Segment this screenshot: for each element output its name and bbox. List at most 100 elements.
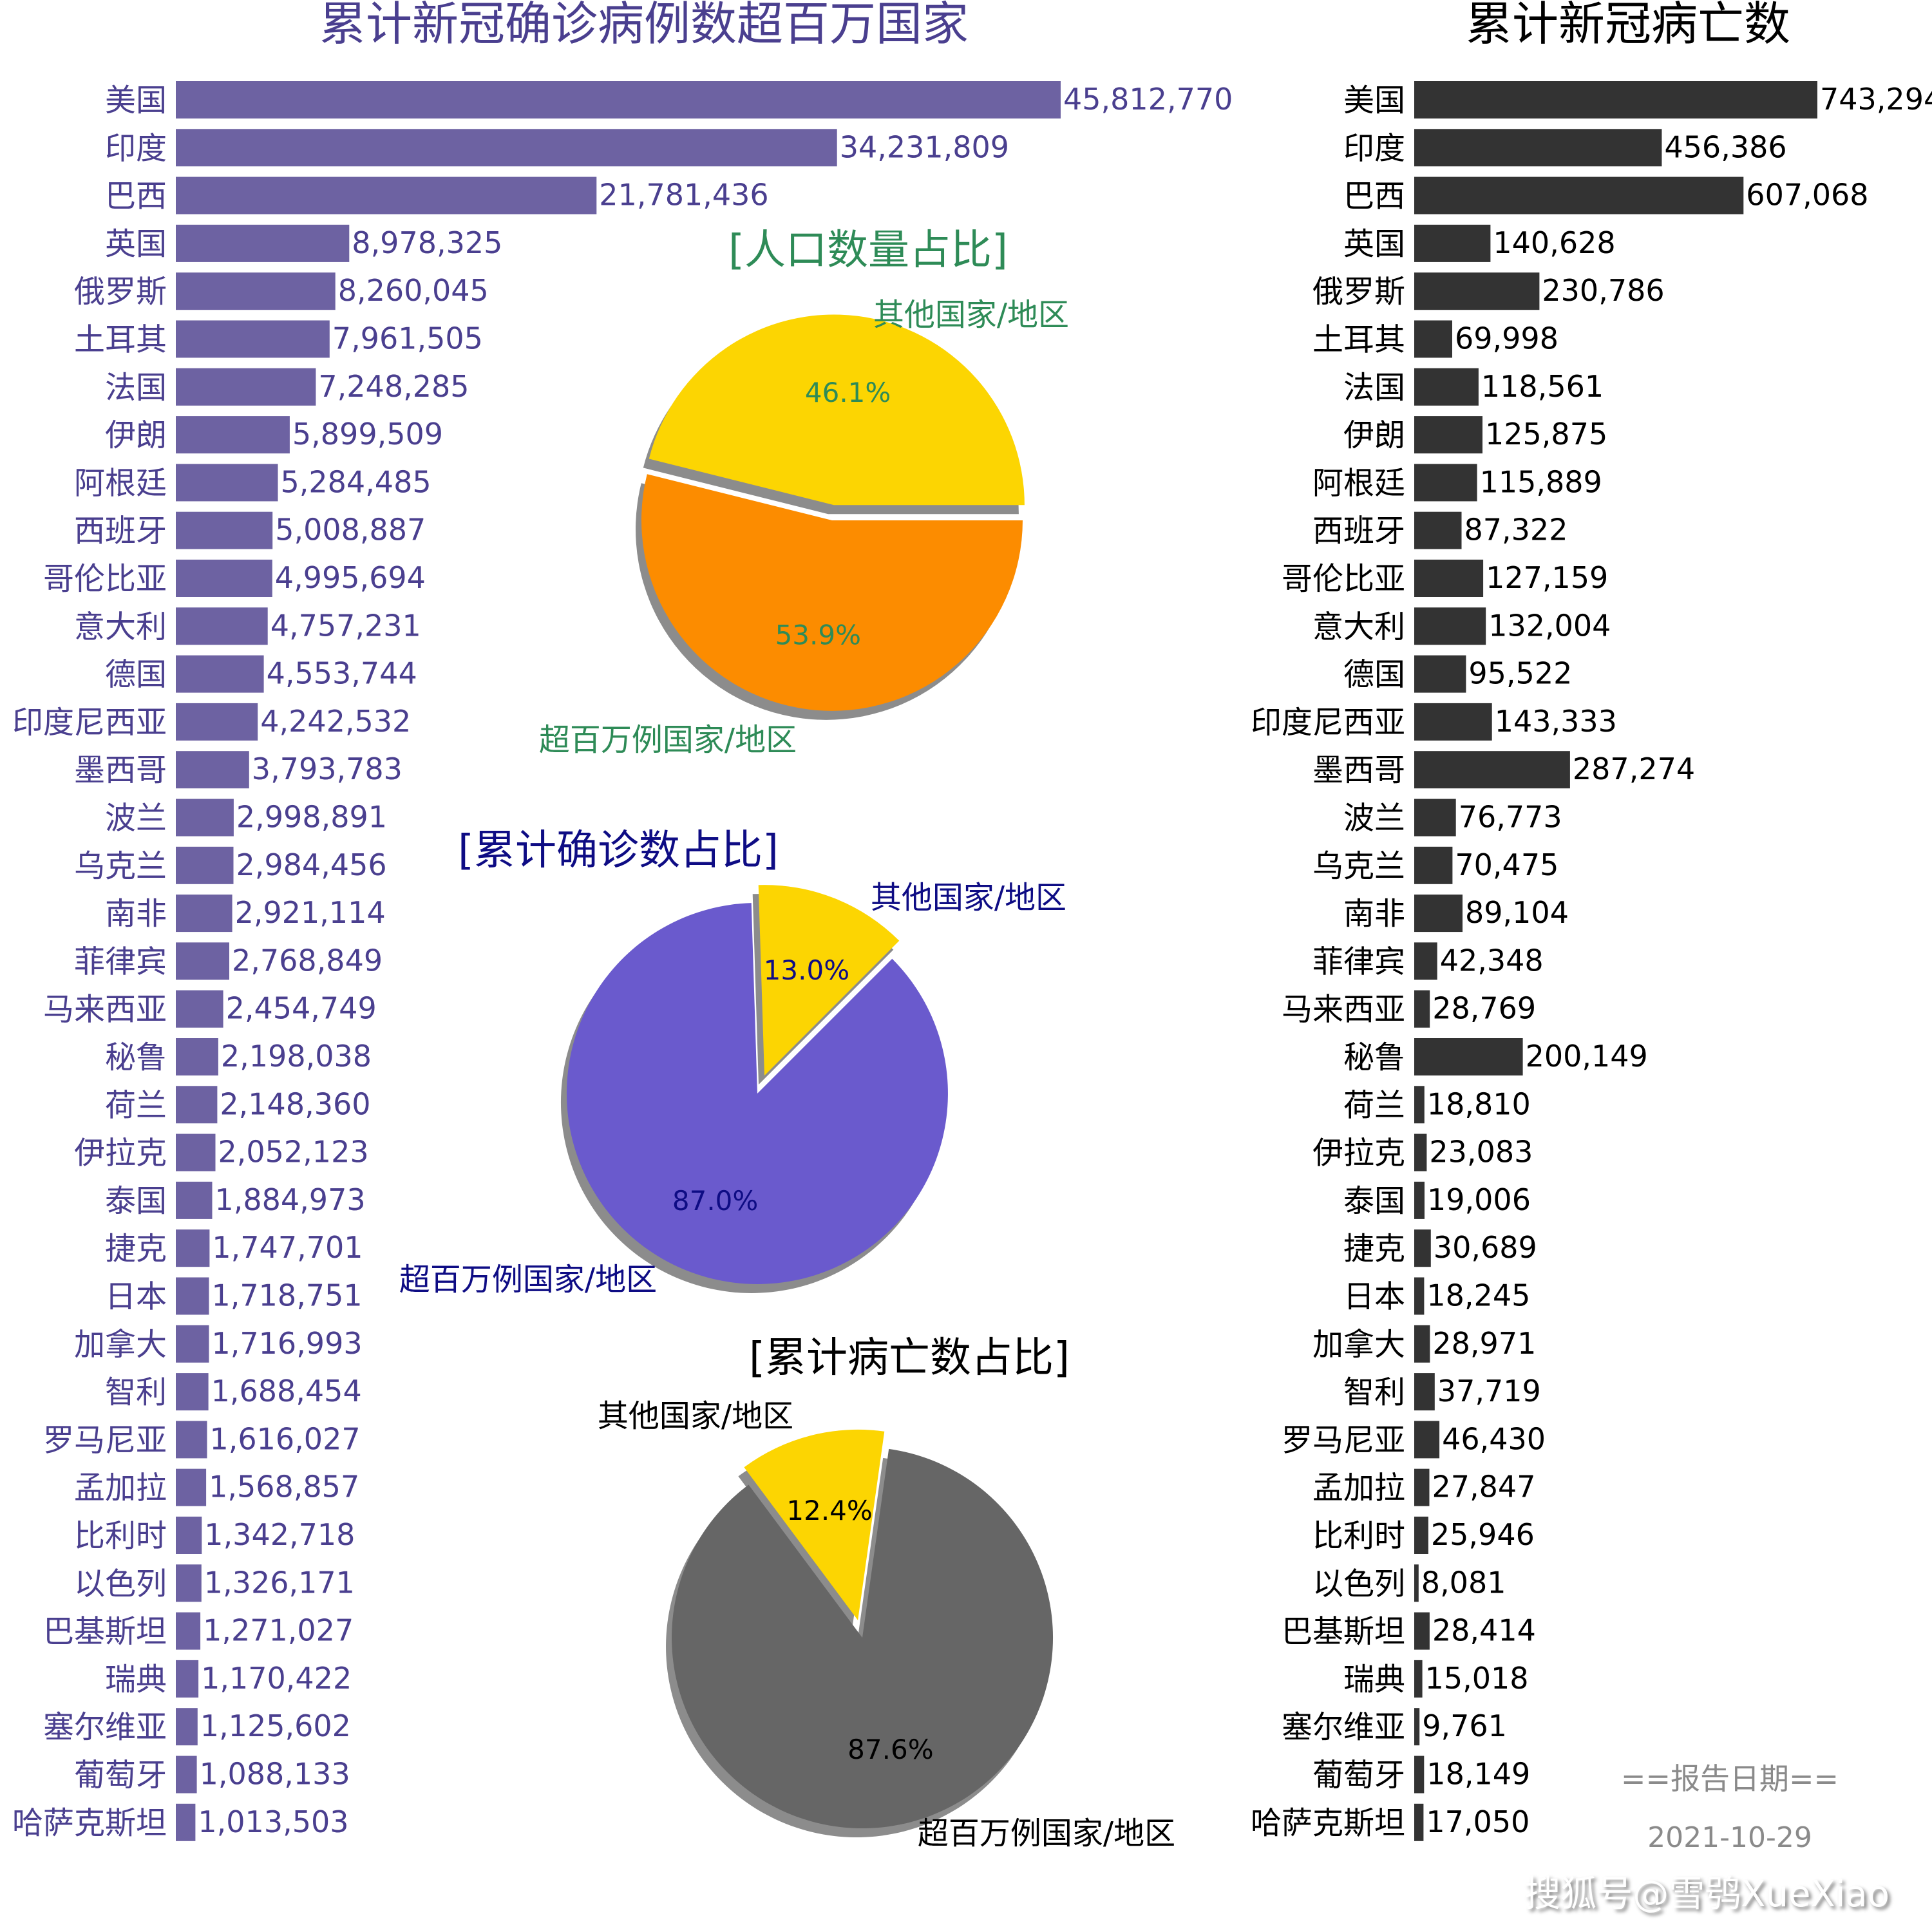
deaths-bar	[1414, 1612, 1430, 1650]
deaths-bar	[1414, 129, 1662, 167]
confirmed-bar	[176, 846, 234, 884]
deaths-category-label: 乌克兰	[1312, 848, 1405, 884]
confirmed-bar	[176, 942, 229, 980]
pie-slice-name-label: 其他国家/地区	[873, 297, 1069, 333]
confirmed-category-label: 波兰	[105, 800, 167, 837]
confirmed-value-label: 5,008,887	[275, 513, 426, 547]
deaths-category-label: 南非	[1343, 896, 1405, 932]
pie-slice-name-label: 超百万例国家/地区	[399, 1262, 657, 1298]
deaths-chart-title: 累计新冠病亡数	[1466, 0, 1790, 51]
confirmed-chart-title: 累计新冠确诊病例数超百万国家	[319, 0, 969, 51]
confirmed-category-label: 法国	[105, 370, 167, 406]
confirmed-value-label: 7,961,505	[332, 321, 483, 356]
confirmed-value-label: 4,242,532	[260, 704, 411, 739]
deaths-value-label: 127,159	[1486, 560, 1608, 595]
deaths-category-label: 日本	[1343, 1279, 1405, 1315]
confirmed-bar	[176, 655, 264, 693]
deaths-bar	[1414, 320, 1452, 358]
deaths-bar	[1414, 464, 1477, 502]
confirmed-value-label: 1,688,454	[211, 1374, 362, 1408]
deaths-category-label: 法国	[1343, 370, 1405, 406]
pie-slice-others	[649, 314, 1025, 506]
confirmed-value-label: 1,884,973	[215, 1182, 366, 1217]
deaths-category-label: 葡萄牙	[1312, 1757, 1405, 1794]
confirmed-category-label: 印度尼西亚	[12, 705, 167, 741]
deaths-bar	[1414, 176, 1744, 214]
deaths-value-label: 17,050	[1426, 1804, 1530, 1839]
deaths-bar	[1414, 1803, 1424, 1841]
confirmed-category-label: 泰国	[105, 1183, 167, 1219]
pie-slice-million-plus	[641, 474, 1023, 711]
deaths-value-label: 70,475	[1455, 848, 1558, 882]
deaths-value-label: 200,149	[1526, 1039, 1648, 1074]
pie-slice-name-label: 其他国家/地区	[871, 880, 1066, 916]
confirmed-value-label: 1,342,718	[204, 1517, 355, 1552]
confirmed-category-label: 加拿大	[74, 1327, 167, 1363]
confirmed-bar	[176, 1708, 198, 1746]
confirmed-category-label: 哥伦比亚	[43, 561, 167, 597]
deaths-bar	[1414, 655, 1466, 693]
confirmed-bar	[176, 129, 837, 167]
confirmed-value-label: 1,326,171	[204, 1565, 355, 1600]
confirmed-value-label: 5,284,485	[281, 464, 431, 499]
deaths-category-label: 意大利	[1312, 609, 1405, 645]
confirmed-value-label: 1,271,027	[203, 1613, 354, 1648]
deaths-value-label: 118,561	[1481, 369, 1604, 404]
confirmed-category-label: 阿根廷	[74, 465, 167, 501]
pie-title: [累计病亡数占比]	[749, 1334, 1070, 1382]
confirmed-value-label: 4,553,744	[267, 656, 417, 691]
confirmed-bar	[176, 1229, 210, 1267]
confirmed-value-label: 4,995,694	[275, 560, 426, 595]
confirmed-value-label: 2,998,891	[236, 800, 387, 835]
confirmed-bar-chart: 美国 45,812,770 印度 34,231,809 巴西 21,781,436 英国 8,…	[12, 81, 1233, 1841]
deaths-category-label: 阿根廷	[1312, 465, 1405, 501]
confirmed-bar	[176, 272, 336, 310]
deaths-value-label: 15,018	[1425, 1661, 1529, 1696]
confirmed-bar	[176, 1517, 202, 1554]
deaths-value-label: 87,322	[1464, 513, 1568, 547]
deaths-value-label: 125,875	[1485, 417, 1607, 451]
deaths-category-label: 秘鲁	[1343, 1039, 1405, 1075]
deaths-bar	[1414, 1325, 1430, 1363]
confirmed-category-label: 巴西	[105, 178, 167, 214]
deaths-bar	[1414, 1277, 1425, 1315]
confirmed-category-label: 日本	[105, 1279, 167, 1315]
confirmed-bar	[176, 511, 273, 549]
watermark-shadow: 搜狐号@雪鸮XueXiao	[1527, 1876, 1892, 1918]
confirmed-value-label: 2,148,360	[220, 1086, 370, 1121]
deaths-bar	[1414, 1564, 1419, 1602]
deaths-value-label: 743,294	[1820, 82, 1932, 117]
deaths-value-label: 28,971	[1432, 1326, 1536, 1361]
deaths-category-label: 印度尼西亚	[1251, 705, 1405, 741]
deaths-value-label: 23,083	[1429, 1135, 1533, 1170]
deaths-value-label: 607,068	[1746, 178, 1868, 213]
confirmed-value-label: 2,768,849	[232, 943, 383, 978]
confirmed-value-label: 2,454,749	[226, 991, 377, 1026]
confirmed-value-label: 1,088,133	[200, 1757, 350, 1792]
pie-percent-label: 87.6%	[848, 1734, 933, 1765]
confirmed-category-label: 马来西亚	[43, 992, 167, 1028]
deaths-value-label: 8,081	[1421, 1565, 1506, 1600]
confirmed-category-label: 意大利	[74, 609, 167, 645]
deaths-value-label: 140,628	[1493, 225, 1615, 260]
deaths-category-label: 土耳其	[1312, 322, 1405, 358]
report-date-label: ==报告日期==	[1621, 1761, 1839, 1796]
deaths-category-label: 美国	[1343, 82, 1405, 118]
confirmed-category-label: 南非	[105, 896, 167, 932]
confirmed-category-label: 塞尔维亚	[43, 1709, 167, 1745]
watermark-text: 搜狐号@雪鸮XueXiao	[1524, 1873, 1889, 1915]
pie-title: [人口数量占比]	[728, 227, 1008, 274]
deaths-value-label: 76,773	[1459, 800, 1562, 835]
confirmed-bar	[176, 1277, 209, 1315]
deaths-value-label: 115,889	[1480, 464, 1602, 499]
deaths-category-label: 伊朗	[1343, 417, 1405, 453]
deaths-value-label: 143,333	[1495, 704, 1617, 739]
deaths-category-label: 加拿大	[1312, 1327, 1405, 1363]
deaths-value-label: 27,847	[1432, 1470, 1536, 1504]
deaths-bar	[1414, 224, 1491, 262]
confirmed-bar	[176, 799, 234, 837]
deaths-category-label: 孟加拉	[1312, 1470, 1405, 1506]
confirmed-value-label: 8,260,045	[338, 273, 489, 308]
deaths-bar	[1414, 1421, 1440, 1459]
confirmed-value-label: 1,747,701	[212, 1230, 363, 1265]
